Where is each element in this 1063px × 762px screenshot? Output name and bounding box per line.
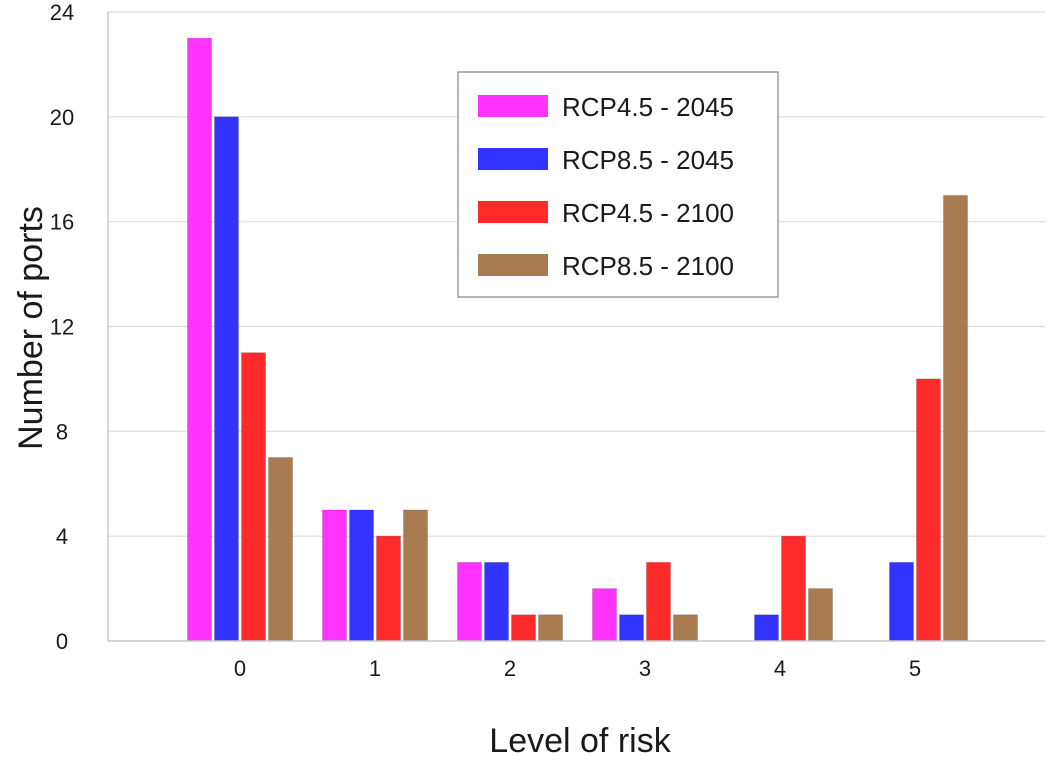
bar-rcp4-5-2100-cat-1 xyxy=(376,535,401,642)
legend-swatch xyxy=(478,95,548,117)
x-tick-labels: 0 1 2 3 4 5 xyxy=(234,656,921,681)
bar-rcp4-5-2100-cat-4 xyxy=(781,535,806,642)
x-tick-label: 1 xyxy=(369,656,381,681)
bar-rcp4-5-2100-cat-0 xyxy=(241,352,266,642)
x-tick-label: 2 xyxy=(504,656,516,681)
y-tick-label: 0 xyxy=(56,629,68,654)
bar-rcp8-5-2045-cat-1 xyxy=(349,509,374,642)
legend-label: RCP8.5 - 2100 xyxy=(562,251,734,281)
y-axis-title: Number of ports xyxy=(12,206,50,450)
legend-swatch xyxy=(478,254,548,276)
y-tick-label: 20 xyxy=(50,105,74,130)
bar-rcp4-5-2045-cat-1 xyxy=(322,509,347,642)
bar-rcp8-5-2045-cat-5 xyxy=(889,561,914,642)
bars xyxy=(187,37,968,642)
legend-label: RCP4.5 - 2100 xyxy=(562,198,734,228)
legend-label: RCP4.5 - 2045 xyxy=(562,92,734,122)
legend-swatch xyxy=(478,148,548,170)
bar-rcp4-5-2100-cat-5 xyxy=(916,378,941,642)
bar-rcp4-5-2100-cat-3 xyxy=(646,561,671,642)
bar-rcp4-5-2100-cat-2 xyxy=(511,614,536,642)
legend-label: RCP8.5 - 2045 xyxy=(562,145,734,175)
bar-rcp8-5-2045-cat-0 xyxy=(214,116,239,642)
bar-rcp8-5-2100-cat-2 xyxy=(538,614,563,642)
y-tick-label: 8 xyxy=(56,419,68,444)
y-tick-label: 24 xyxy=(50,0,74,25)
x-axis-title: Level of risk xyxy=(489,722,671,760)
legend-swatch xyxy=(478,201,548,223)
bar-rcp8-5-2100-cat-5 xyxy=(943,194,968,642)
bar-rcp4-5-2045-cat-2 xyxy=(457,561,482,642)
bar-rcp8-5-2100-cat-3 xyxy=(673,614,698,642)
legend: RCP4.5 - 2045 RCP8.5 - 2045 RCP4.5 - 2100 R… xyxy=(457,71,779,298)
axes xyxy=(107,12,1045,642)
bar-rcp4-5-2045-cat-0 xyxy=(187,37,212,642)
x-tick-label: 0 xyxy=(234,656,246,681)
y-tick-label: 16 xyxy=(50,210,74,235)
bar-rcp8-5-2100-cat-4 xyxy=(808,588,833,642)
bar-rcp8-5-2045-cat-2 xyxy=(484,561,509,642)
y-tick-label: 12 xyxy=(50,315,74,340)
x-tick-label: 4 xyxy=(774,656,786,681)
bar-rcp8-5-2045-cat-3 xyxy=(619,614,644,642)
y-tick-label: 4 xyxy=(56,524,68,549)
bar-rcp8-5-2100-cat-0 xyxy=(268,457,293,642)
x-tick-label: 3 xyxy=(639,656,651,681)
bar-rcp8-5-2045-cat-4 xyxy=(754,614,779,642)
bar-rcp4-5-2045-cat-3 xyxy=(592,588,617,642)
bar-rcp8-5-2100-cat-1 xyxy=(403,509,428,642)
y-tick-labels: 0 4 8 12 16 20 24 xyxy=(50,0,74,654)
x-tick-label: 5 xyxy=(909,656,921,681)
